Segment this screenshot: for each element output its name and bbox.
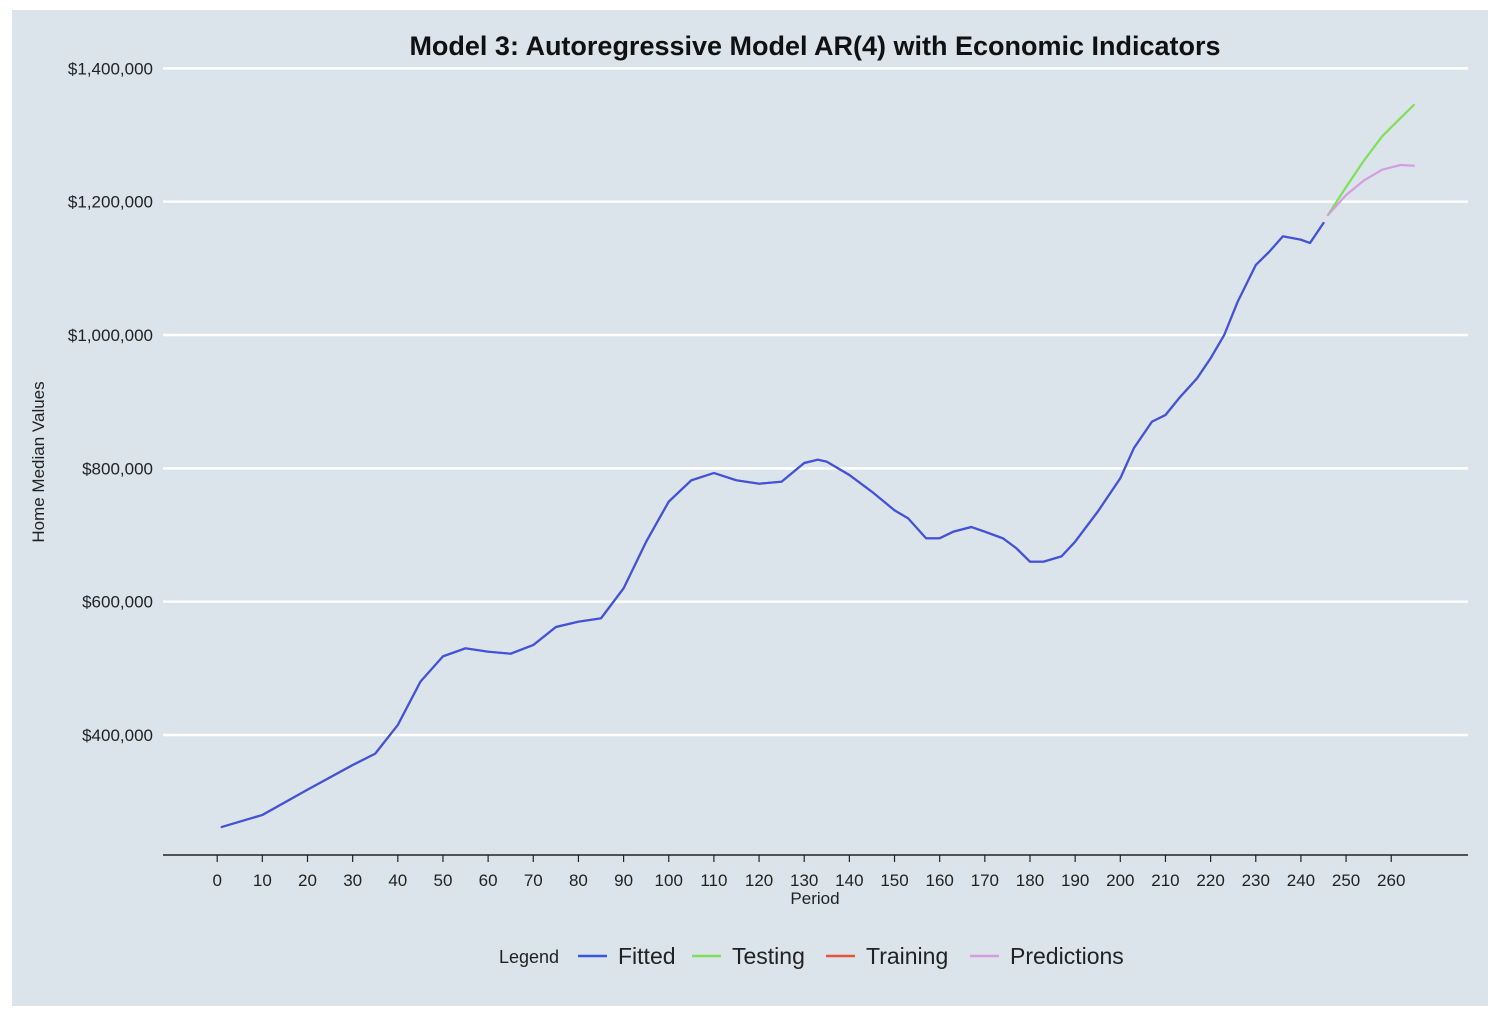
legend: Legend Fitted Testing Training Predictions	[499, 943, 1124, 969]
x-tick-label: 40	[388, 871, 407, 890]
series-line-testing	[1326, 103, 1415, 217]
y-tick-label: $400,000	[82, 726, 153, 745]
legend-label: Testing	[732, 943, 805, 969]
x-tick-label: 260	[1377, 871, 1405, 890]
x-axis-title: Period	[790, 889, 839, 908]
legend-items: Fitted Testing Training Predictions	[578, 943, 1124, 969]
x-tick-label: 160	[925, 871, 953, 890]
x-tick-label: 80	[569, 871, 588, 890]
x-tick-label: 180	[1016, 871, 1044, 890]
series-layer	[220, 103, 1415, 829]
series-line-fitted	[220, 221, 1325, 829]
y-tick-label: $1,200,000	[68, 193, 153, 212]
legend-label: Fitted	[618, 943, 676, 969]
x-tick-label: 50	[434, 871, 453, 890]
x-tick-label: 60	[479, 871, 498, 890]
x-tick-label: 20	[298, 871, 317, 890]
x-tick-label: 30	[343, 871, 362, 890]
x-tick-label: 220	[1196, 871, 1224, 890]
x-tick-label: 200	[1106, 871, 1134, 890]
x-tick-label: 240	[1287, 871, 1315, 890]
x-tick-label: 150	[880, 871, 908, 890]
x-tick-label: 170	[971, 871, 999, 890]
y-tick-label: $800,000	[82, 459, 153, 478]
x-axis-ticks: 0 10 20 30 40 50 60 70 80 90 100 110 120 130 140 150 160…	[212, 855, 1405, 890]
x-tick-label: 70	[524, 871, 543, 890]
series-line-training	[220, 221, 1325, 829]
x-tick-label: 250	[1332, 871, 1360, 890]
y-axis-title: Home Median Values	[29, 381, 48, 542]
legend-label: Training	[866, 943, 948, 969]
x-tick-label: 120	[745, 871, 773, 890]
chart-panel	[12, 10, 1488, 1006]
x-tick-label: 140	[835, 871, 863, 890]
legend-label: Predictions	[1010, 943, 1124, 969]
y-tick-label: $1,000,000	[68, 326, 153, 345]
chart-title: Model 3: Autoregressive Model AR(4) with…	[409, 31, 1220, 61]
x-tick-label: 90	[614, 871, 633, 890]
legend-title: Legend	[499, 947, 559, 967]
x-tick-label: 210	[1151, 871, 1179, 890]
y-tick-label: $600,000	[82, 593, 153, 612]
x-tick-label: 10	[253, 871, 272, 890]
series-line-predictions	[1326, 163, 1415, 217]
y-tick-label: $1,400,000	[68, 59, 153, 78]
x-tick-label: 190	[1061, 871, 1089, 890]
grid-lines	[163, 67, 1468, 737]
x-tick-label: 0	[212, 871, 221, 890]
x-tick-label: 110	[700, 871, 727, 890]
x-tick-label: 100	[655, 871, 683, 890]
x-tick-label: 230	[1242, 871, 1270, 890]
y-axis-ticks: $400,000 $600,000 $800,000 $1,000,000 $1,200…	[68, 59, 153, 745]
x-tick-label: 130	[790, 871, 818, 890]
